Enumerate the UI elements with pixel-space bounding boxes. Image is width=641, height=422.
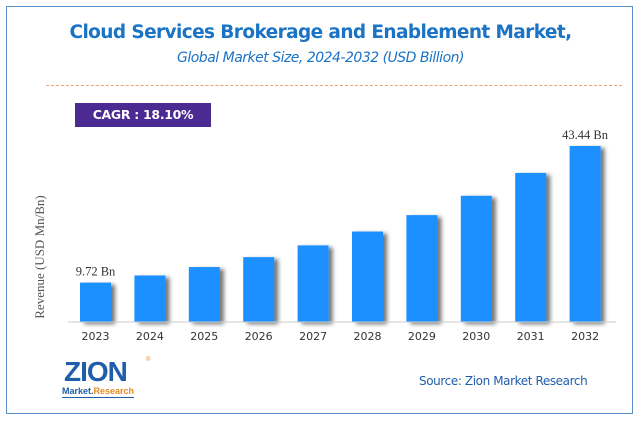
x-tick-2030: 2030 [462,330,490,343]
logo-tagline-research: Research [93,386,135,396]
data-label-2032: 43.44 Bn [562,128,609,142]
source-note: Source: Zion Market Research [419,374,588,388]
bar-2023 [80,282,111,322]
bar-2030 [460,195,492,322]
x-tick-2025: 2025 [190,330,218,343]
x-tick-2024: 2024 [136,330,164,343]
data-label-2023: 9.72 Bn [76,265,116,279]
logo-tagline: Market.Research [62,386,135,398]
x-tick-2031: 2031 [517,330,545,343]
registered-mark: ® [146,357,151,363]
bar-2025 [188,267,220,322]
x-tick-2023: 2023 [82,330,110,343]
x-tick-2032: 2032 [571,330,599,343]
bar-2028 [352,231,383,322]
bar-2032 [569,146,601,322]
bar-2026 [243,257,275,322]
x-tick-2027: 2027 [299,330,327,343]
zion-logo: ZION ® Market.Research [62,357,152,401]
bar-2031 [515,172,547,322]
chart-subtitle: Global Market Size, 2024-2032 (USD Billi… [177,50,464,66]
bar-2029 [406,215,438,322]
x-tick-2026: 2026 [245,330,273,343]
chart-title: Cloud Services Brokerage and Enablement … [69,22,572,43]
logo-tagline-market: Market. [62,386,94,396]
bar-2024 [134,275,166,322]
title-divider [46,85,622,86]
bar-2027 [297,245,329,322]
cagr-badge: CAGR : 18.10% [75,103,211,127]
x-tick-2029: 2029 [408,330,436,343]
x-tick-2028: 2028 [354,330,382,343]
logo-wordmark: ZION [64,356,128,387]
